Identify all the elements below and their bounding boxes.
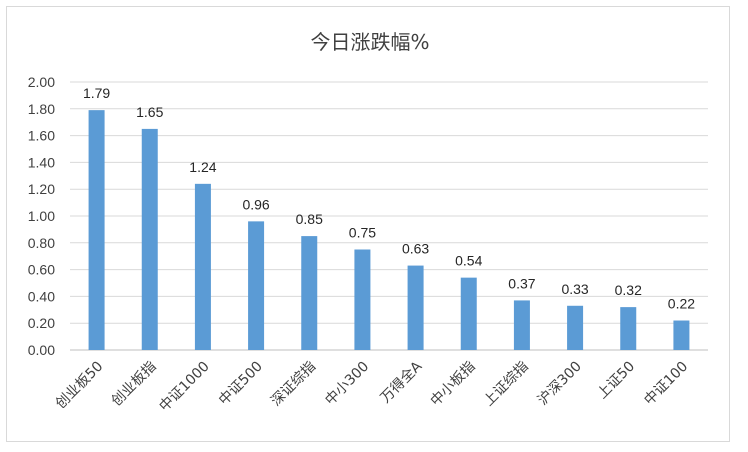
bar bbox=[567, 305, 584, 350]
data-label: 0.54 bbox=[455, 253, 482, 269]
bar bbox=[620, 307, 637, 350]
chart-title: 今日涨跌幅% bbox=[310, 30, 429, 54]
x-tick-label: 深证综指 bbox=[268, 359, 319, 410]
bars bbox=[88, 110, 690, 350]
y-tick-label: 0.80 bbox=[28, 235, 55, 251]
data-label: 0.63 bbox=[402, 241, 429, 257]
x-tick-label: 上证综指 bbox=[481, 359, 532, 410]
y-tick-label: 0.60 bbox=[28, 262, 55, 278]
bar bbox=[88, 110, 105, 350]
data-label: 0.32 bbox=[615, 282, 642, 298]
x-tick-label: 创业板50 bbox=[53, 359, 107, 413]
data-label: 0.37 bbox=[508, 275, 535, 291]
bar bbox=[407, 265, 424, 350]
chart-frame bbox=[6, 6, 730, 442]
data-label: 0.22 bbox=[668, 296, 695, 312]
x-tick-label: 中证500 bbox=[216, 359, 266, 409]
data-label: 0.33 bbox=[561, 281, 588, 297]
x-tick-label: 万得全A bbox=[377, 358, 426, 407]
x-tick-label: 中小300 bbox=[322, 359, 372, 409]
y-tick-label: 0.20 bbox=[28, 315, 55, 331]
y-tick-label: 1.40 bbox=[28, 154, 55, 170]
bar bbox=[513, 300, 530, 350]
y-tick-label: 2.00 bbox=[28, 74, 55, 90]
bar bbox=[460, 277, 477, 350]
data-label: 1.65 bbox=[136, 104, 163, 120]
x-tick-label: 上证50 bbox=[594, 359, 638, 403]
y-tick-label: 0.40 bbox=[28, 288, 55, 304]
bar bbox=[301, 236, 318, 350]
y-axis: 0.00 0.20 0.40 0.60 0.80 1.00 1.20 1.40 1.60 1.80… bbox=[28, 74, 55, 358]
x-tick-label: 中证1000 bbox=[156, 359, 212, 415]
gridlines bbox=[70, 81, 708, 351]
x-tick-label: 中证100 bbox=[641, 359, 691, 409]
bar bbox=[673, 320, 690, 350]
y-tick-label: 1.60 bbox=[28, 128, 55, 144]
bar bbox=[248, 221, 265, 350]
y-tick-label: 1.00 bbox=[28, 208, 55, 224]
data-labels: 1.79 1.65 1.24 0.96 0.85 0.75 0.63 0.54 0.37 0.33… bbox=[83, 85, 695, 311]
y-tick-label: 1.20 bbox=[28, 181, 55, 197]
data-label: 0.75 bbox=[349, 225, 376, 241]
x-tick-label: 中小板指 bbox=[428, 359, 479, 410]
x-tick-label: 创业板指 bbox=[109, 359, 160, 410]
bar bbox=[141, 128, 158, 350]
data-label: 0.96 bbox=[242, 196, 269, 212]
bar bbox=[354, 249, 371, 350]
bar bbox=[194, 183, 211, 350]
x-tick-label: 沪深300 bbox=[535, 359, 585, 409]
data-label: 1.24 bbox=[189, 159, 216, 175]
y-tick-label: 0.00 bbox=[28, 342, 55, 358]
data-label: 1.79 bbox=[83, 85, 110, 101]
data-label: 0.85 bbox=[296, 211, 323, 227]
y-tick-label: 1.80 bbox=[28, 101, 55, 117]
